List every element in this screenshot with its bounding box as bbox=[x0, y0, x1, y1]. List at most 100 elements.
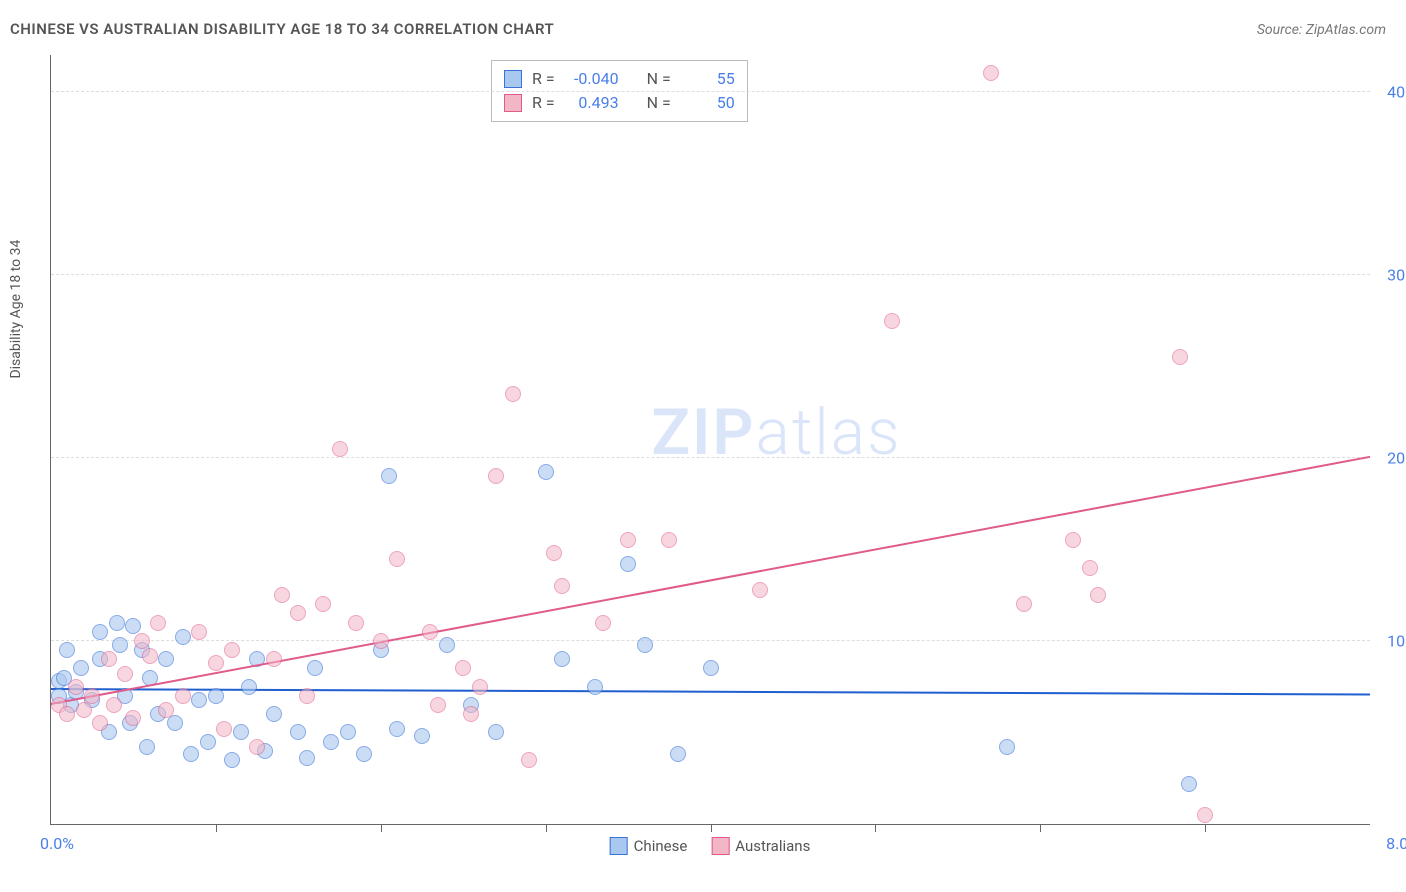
data-point-australians bbox=[1090, 587, 1106, 603]
chart-title: CHINESE VS AUSTRALIAN DISABILITY AGE 18 … bbox=[10, 20, 554, 38]
y-tick-label: 20.0% bbox=[1375, 448, 1406, 467]
data-point-chinese bbox=[637, 637, 653, 653]
scatter-plot: ZIPatlas R = -0.040 N = 55 R = 0.493 N =… bbox=[50, 55, 1370, 825]
data-point-chinese bbox=[999, 739, 1015, 755]
data-point-australians bbox=[92, 715, 108, 731]
data-point-chinese bbox=[670, 746, 686, 762]
data-point-chinese bbox=[191, 692, 207, 708]
data-point-chinese bbox=[73, 660, 89, 676]
data-point-australians bbox=[472, 679, 488, 695]
data-point-chinese bbox=[183, 746, 199, 762]
data-point-chinese bbox=[381, 468, 397, 484]
data-point-chinese bbox=[356, 746, 372, 762]
data-point-chinese bbox=[587, 679, 603, 695]
x-tick bbox=[875, 824, 876, 832]
data-point-chinese bbox=[538, 464, 554, 480]
data-point-chinese bbox=[208, 688, 224, 704]
data-point-australians bbox=[332, 441, 348, 457]
data-point-chinese bbox=[299, 750, 315, 766]
data-point-australians bbox=[752, 582, 768, 598]
data-point-australians bbox=[315, 596, 331, 612]
data-point-australians bbox=[208, 655, 224, 671]
swatch-australians bbox=[504, 94, 522, 112]
data-point-chinese bbox=[488, 724, 504, 740]
data-point-australians bbox=[125, 710, 141, 726]
data-point-australians bbox=[76, 702, 92, 718]
chart-container: Disability Age 18 to 34 ZIPatlas R = -0.… bbox=[50, 55, 1370, 825]
data-point-australians bbox=[134, 633, 150, 649]
data-point-australians bbox=[224, 642, 240, 658]
data-point-australians bbox=[348, 615, 364, 631]
data-point-australians bbox=[290, 605, 306, 621]
data-point-chinese bbox=[59, 642, 75, 658]
y-axis-label: Disability Age 18 to 34 bbox=[8, 240, 24, 379]
data-point-australians bbox=[1082, 560, 1098, 576]
data-point-australians bbox=[389, 551, 405, 567]
data-point-australians bbox=[175, 688, 191, 704]
watermark: ZIPatlas bbox=[651, 395, 901, 470]
data-point-chinese bbox=[323, 734, 339, 750]
data-point-chinese bbox=[233, 724, 249, 740]
y-tick-label: 40.0% bbox=[1375, 82, 1406, 101]
x-tick bbox=[711, 824, 712, 832]
data-point-australians bbox=[101, 651, 117, 667]
gridline bbox=[51, 457, 1370, 458]
x-tick bbox=[1040, 824, 1041, 832]
data-point-chinese bbox=[241, 679, 257, 695]
data-point-australians bbox=[59, 706, 75, 722]
data-point-chinese bbox=[307, 660, 323, 676]
data-point-chinese bbox=[1181, 776, 1197, 792]
data-point-chinese bbox=[112, 637, 128, 653]
x-tick bbox=[1205, 824, 1206, 832]
data-point-australians bbox=[983, 65, 999, 81]
data-point-australians bbox=[1016, 596, 1032, 612]
data-point-chinese bbox=[340, 724, 356, 740]
legend-swatch-australians bbox=[711, 837, 729, 855]
data-point-australians bbox=[249, 739, 265, 755]
y-tick-label: 10.0% bbox=[1375, 631, 1406, 650]
data-point-australians bbox=[463, 706, 479, 722]
x-tick bbox=[216, 824, 217, 832]
data-point-australians bbox=[488, 468, 504, 484]
data-point-australians bbox=[546, 545, 562, 561]
data-point-australians bbox=[299, 688, 315, 704]
stats-row-australians: R = 0.493 N = 50 bbox=[504, 91, 735, 115]
data-point-chinese bbox=[224, 752, 240, 768]
data-point-chinese bbox=[109, 615, 125, 631]
x-axis-end: 8.0% bbox=[1386, 834, 1406, 853]
legend-item-chinese: Chinese bbox=[610, 837, 688, 855]
data-point-australians bbox=[373, 633, 389, 649]
data-point-australians bbox=[142, 648, 158, 664]
data-point-australians bbox=[1172, 349, 1188, 365]
gridline bbox=[51, 91, 1370, 92]
data-point-australians bbox=[1065, 532, 1081, 548]
data-point-chinese bbox=[554, 651, 570, 667]
x-axis-start: 0.0% bbox=[40, 834, 74, 853]
legend-item-australians: Australians bbox=[711, 837, 810, 855]
data-point-chinese bbox=[389, 721, 405, 737]
data-point-australians bbox=[191, 624, 207, 640]
data-point-chinese bbox=[158, 651, 174, 667]
gridline bbox=[51, 640, 1370, 641]
data-point-chinese bbox=[92, 624, 108, 640]
data-point-australians bbox=[455, 660, 471, 676]
swatch-chinese bbox=[504, 70, 522, 88]
data-point-australians bbox=[430, 697, 446, 713]
data-point-australians bbox=[117, 666, 133, 682]
data-point-australians bbox=[521, 752, 537, 768]
x-tick bbox=[546, 824, 547, 832]
data-point-chinese bbox=[175, 629, 191, 645]
data-point-australians bbox=[620, 532, 636, 548]
gridline bbox=[51, 274, 1370, 275]
data-point-chinese bbox=[266, 706, 282, 722]
data-point-australians bbox=[158, 702, 174, 718]
data-point-australians bbox=[266, 651, 282, 667]
data-point-australians bbox=[884, 313, 900, 329]
data-point-chinese bbox=[290, 724, 306, 740]
data-point-chinese bbox=[703, 660, 719, 676]
data-point-chinese bbox=[125, 618, 141, 634]
data-point-australians bbox=[68, 679, 84, 695]
x-tick bbox=[381, 824, 382, 832]
data-point-australians bbox=[595, 615, 611, 631]
data-point-australians bbox=[505, 386, 521, 402]
